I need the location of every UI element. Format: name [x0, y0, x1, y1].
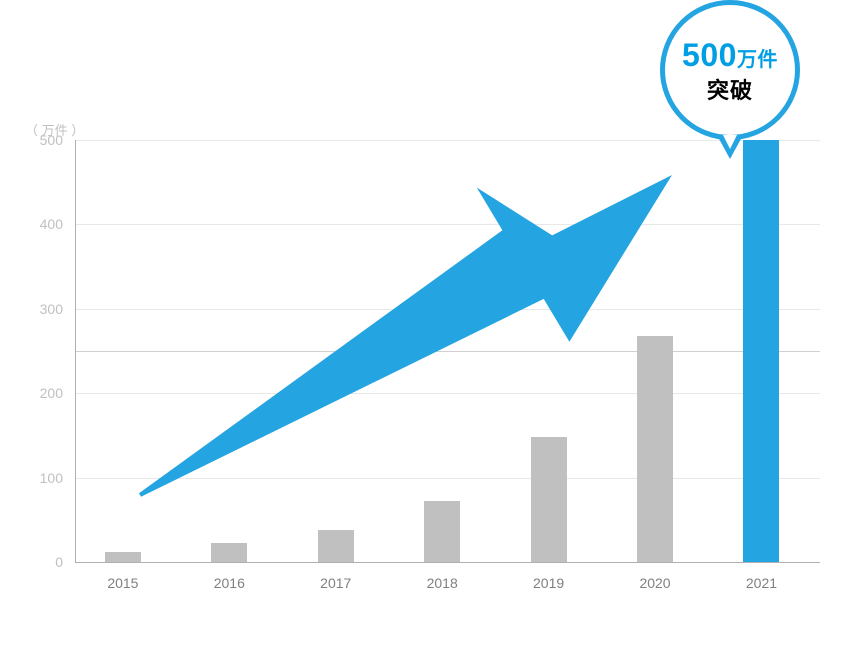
- x-tick-label: 2016: [214, 575, 245, 591]
- x-tick-label: 2021: [746, 575, 777, 591]
- x-axis-line: [75, 562, 820, 563]
- bar: [318, 530, 354, 562]
- y-tick-label: 300: [40, 301, 63, 317]
- y-axis-line: [75, 140, 76, 562]
- bar: [424, 501, 460, 562]
- callout-unit: 万件: [737, 49, 778, 71]
- x-tick-label: 2018: [427, 575, 458, 591]
- bar: [105, 552, 141, 562]
- y-tick-label: 500: [40, 132, 63, 148]
- callout-bottom-line: 突破: [707, 78, 753, 103]
- x-tick-label: 2015: [107, 575, 138, 591]
- y-tick-label: 400: [40, 216, 63, 232]
- callout-top-line: 500万件: [682, 37, 778, 74]
- x-tick-label: 2019: [533, 575, 564, 591]
- y-tick-label: 200: [40, 385, 63, 401]
- bar: [637, 336, 673, 562]
- y-tick-label: 100: [40, 470, 63, 486]
- callout-bubble: 500万件 突破: [660, 0, 800, 151]
- bar: [743, 140, 779, 562]
- bar: [531, 437, 567, 562]
- bars-group: [75, 140, 820, 562]
- x-tick-label: 2020: [639, 575, 670, 591]
- bar: [211, 543, 247, 562]
- chart-container: （ 万件 ） 0100200300400500 2015201620172018…: [0, 0, 844, 619]
- y-tick-label: 0: [55, 554, 63, 570]
- x-tick-label: 2017: [320, 575, 351, 591]
- callout-number: 500: [682, 37, 737, 73]
